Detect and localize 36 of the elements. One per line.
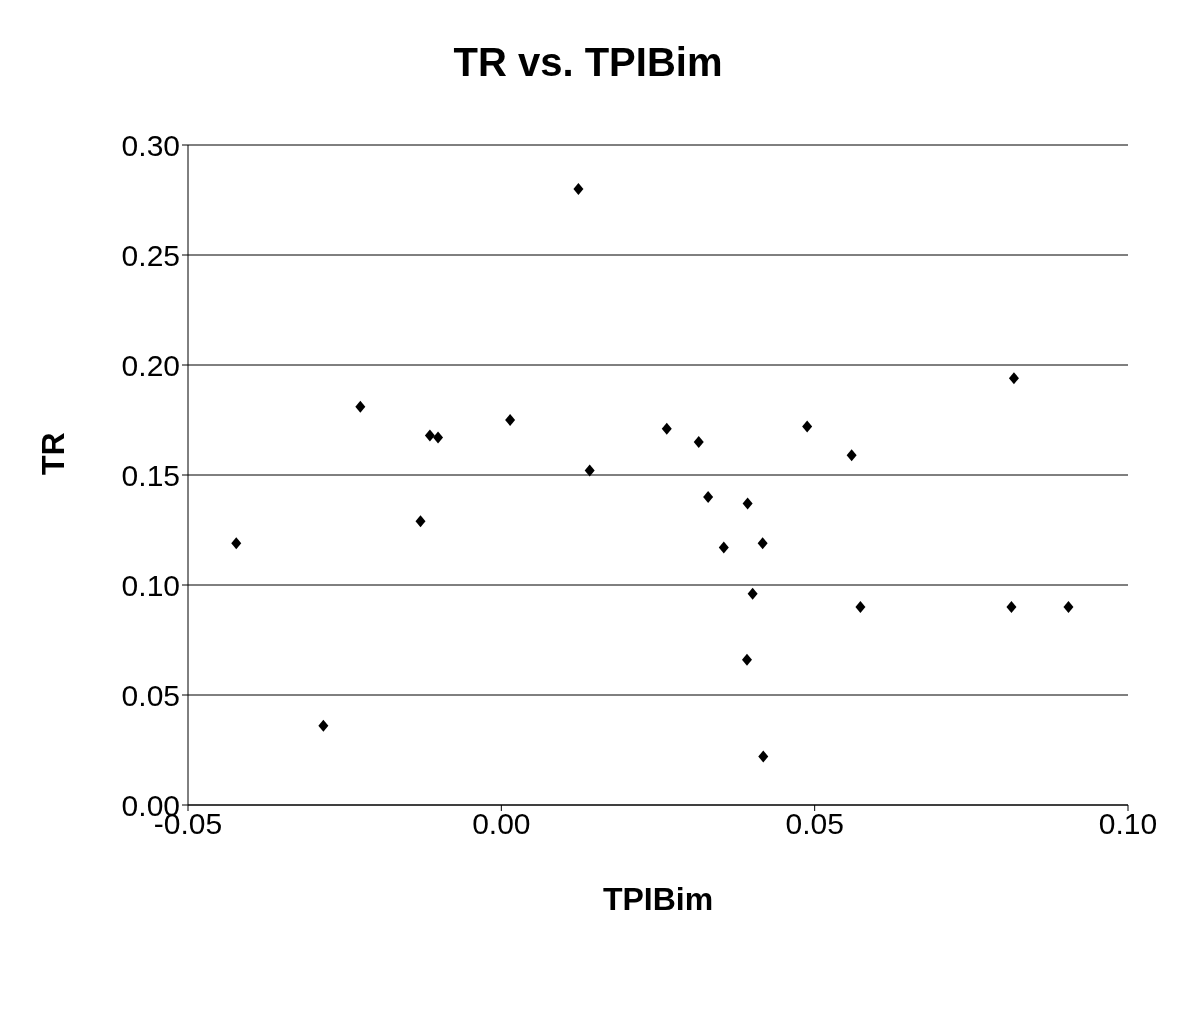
y-tick-label: 0.30 [121,128,180,162]
chart-title: TR vs. TPIBim [452,40,724,85]
point [1063,601,1074,613]
y-tick-label: 0.20 [121,348,180,382]
point [433,431,444,444]
point [747,587,758,600]
point [584,464,595,477]
point [718,541,729,554]
point [1008,372,1019,385]
x-tick-label: 0.10 [1098,807,1158,841]
x-axis-title: TPIBim [602,881,714,917]
y-tick-label: 0.15 [121,458,180,492]
point [758,750,769,763]
point [573,183,584,195]
point [355,400,366,413]
point [415,515,426,528]
point [741,653,752,666]
y-tick-label: 0.10 [121,568,180,602]
point [855,601,866,613]
point [742,497,753,510]
point [505,414,516,426]
point [231,537,242,550]
point [846,449,857,462]
point [424,429,435,442]
y-tick-label: 0.25 [121,238,180,272]
point [802,420,813,433]
point [693,436,704,448]
point [318,719,329,732]
y-axis-title: TR [35,432,72,475]
x-tick-label: 0.05 [785,807,844,841]
point [757,537,768,550]
point [703,491,714,503]
y-tick-label: 0.05 [121,678,180,712]
x-tick-label: 0.00 [472,807,531,841]
point [661,422,672,435]
point [1006,601,1017,613]
